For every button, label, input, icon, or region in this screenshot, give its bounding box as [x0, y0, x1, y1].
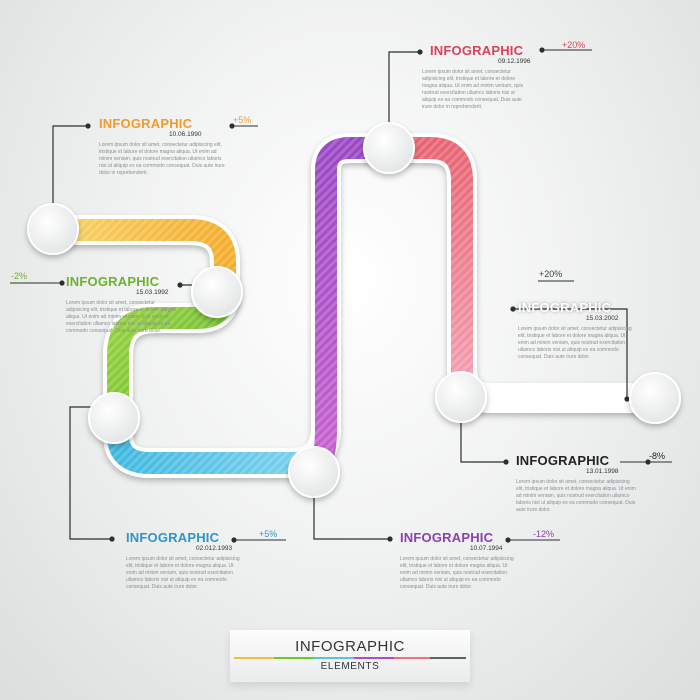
info-date: 15.03.2002	[586, 315, 619, 322]
node-6	[435, 371, 487, 423]
info-body: Lorem ipsum dolor sit amet, consectetur …	[518, 326, 632, 360]
info-title: INFOGRAPHIC	[518, 300, 612, 315]
percent-6: +20%	[539, 269, 563, 279]
node-5	[363, 122, 415, 174]
info-body: Lorem ipsum dolor sit amet, consectetur …	[400, 556, 514, 590]
node-7	[629, 372, 681, 424]
info-block-1: INFOGRAPHIC 10.06.1990 Lorem ipsum dolor…	[99, 116, 229, 177]
info-date: 02.012.1993	[196, 545, 233, 552]
info-title: INFOGRAPHIC	[66, 274, 160, 289]
info-date: 09.12.1996	[498, 58, 531, 65]
connector-1	[52, 125, 88, 229]
footer-panel	[230, 630, 470, 682]
node-2	[191, 266, 243, 318]
connector-6	[513, 308, 628, 399]
timeline-nodes	[27, 122, 681, 498]
info-title: INFOGRAPHIC	[99, 116, 193, 131]
percent-1: +5%	[233, 115, 252, 125]
percent-underlines	[10, 49, 672, 541]
info-block-5: INFOGRAPHIC 09.12.1996 Lorem ipsum dolor…	[422, 43, 531, 111]
info-title: INFOGRAPHIC	[516, 453, 610, 468]
info-title: INFOGRAPHIC	[430, 43, 524, 58]
info-block-7: INFOGRAPHIC 13.01.1998 Lorem ipsum dolor…	[516, 453, 636, 514]
node-1	[27, 203, 79, 255]
info-body: Lorem ipsum dolor sit amet, consectetur …	[66, 300, 176, 334]
info-date: 13.01.1998	[586, 468, 619, 475]
info-date: 10.06.1990	[169, 131, 202, 138]
percent-7: -8%	[649, 451, 666, 461]
info-block-2: INFOGRAPHIC 15.03.1992 Lorem ipsum dolor…	[66, 274, 176, 335]
info-date: 10.07.1994	[470, 545, 503, 552]
info-title: INFOGRAPHIC	[126, 530, 220, 545]
node-3	[88, 392, 140, 444]
info-block-6: INFOGRAPHIC 15.03.2002 Lorem ipsum dolor…	[518, 300, 633, 361]
info-body: Lorem ipsum dolor sit amet, consectetur …	[126, 556, 240, 590]
percent-3: +5%	[259, 529, 278, 539]
percent-5: +20%	[562, 40, 586, 50]
footer-title: INFOGRAPHIC	[295, 638, 405, 655]
info-block-4: INFOGRAPHIC 10.07.1994 Lorem ipsum dolor…	[400, 530, 515, 591]
info-date: 15.03.1992	[136, 289, 169, 296]
connector-5	[388, 51, 420, 148]
footer-subtitle: ELEMENTS	[320, 661, 380, 672]
info-body: Lorem ipsum dolor sit amet, consectetur …	[99, 142, 225, 176]
info-block-3: INFOGRAPHIC 02.012.1993 Lorem ipsum dolo…	[126, 530, 241, 591]
info-title: INFOGRAPHIC	[400, 530, 494, 545]
percent-4: -12%	[533, 529, 555, 539]
percent-2: -2%	[11, 271, 28, 281]
node-4	[288, 446, 340, 498]
info-body: Lorem ipsum dolor sit amet, consectetur …	[422, 69, 524, 110]
info-body: Lorem ipsum dolor sit amet, consectetur …	[516, 479, 636, 513]
